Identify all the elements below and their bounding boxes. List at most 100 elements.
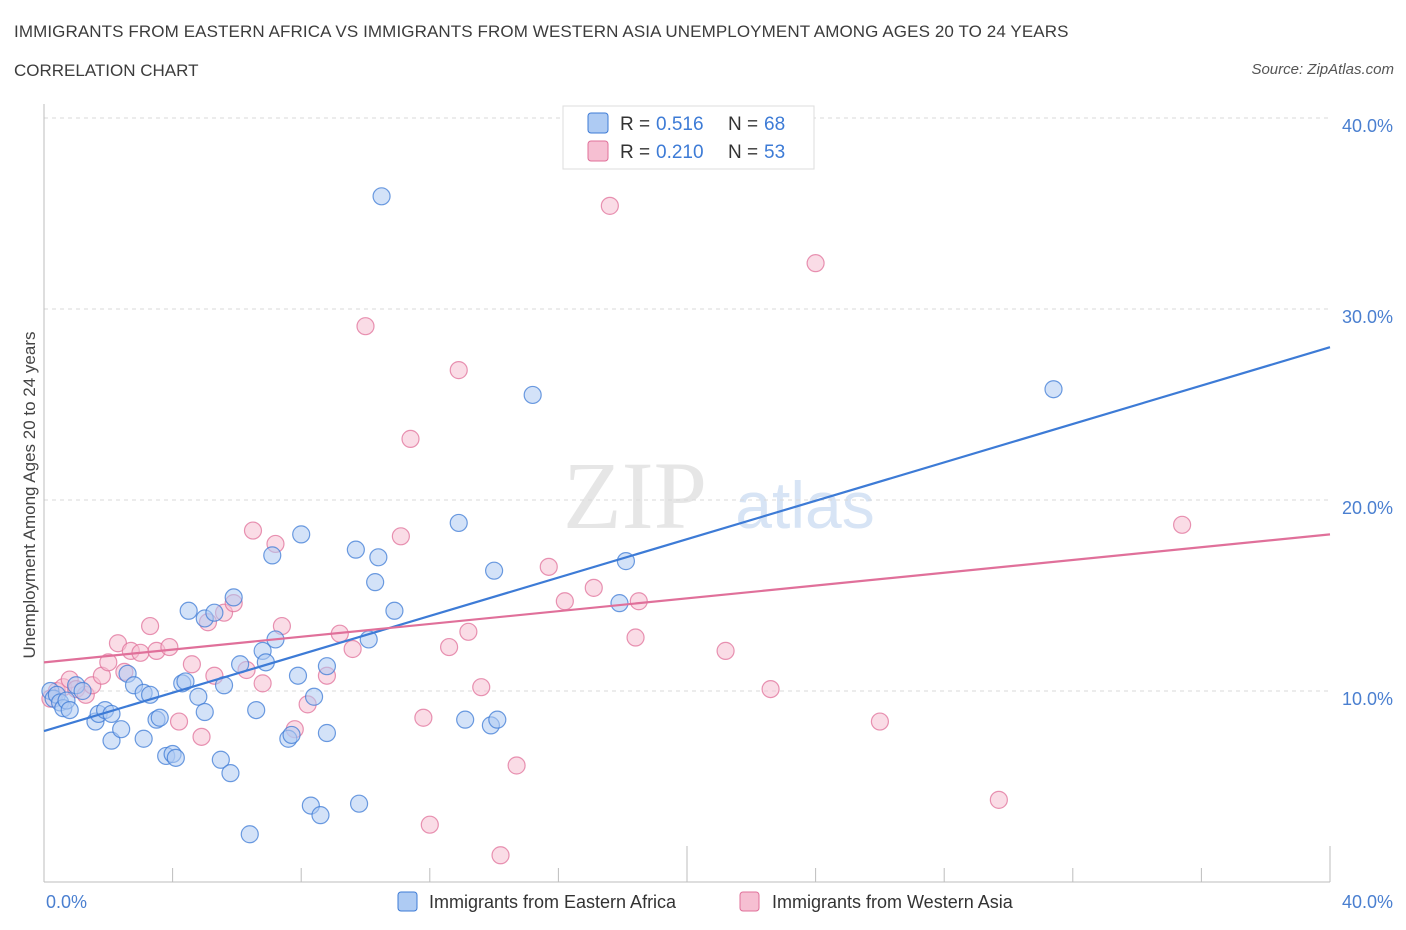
data-point-eastern-africa [288, 666, 308, 685]
data-point-eastern-africa [211, 750, 230, 769]
legend-r-label: R = [620, 142, 650, 163]
watermark-zip: ZIP [563, 442, 707, 549]
data-point-eastern-africa [292, 525, 311, 544]
legend-swatch-western-asia [739, 891, 760, 912]
trendline-western-asia [43, 533, 1331, 664]
data-point-western-asia [140, 616, 160, 636]
source-credit: Source: ZipAtlas.com [1251, 61, 1394, 78]
trendline-eastern-africa [43, 346, 1331, 733]
axes [43, 104, 1331, 883]
data-point-western-asia [1173, 515, 1192, 534]
data-point-eastern-africa [369, 548, 388, 567]
data-point-western-asia [716, 641, 735, 660]
data-point-eastern-africa [372, 187, 391, 206]
y-tick-label: 30.0% [1342, 307, 1393, 327]
data-point-western-asia [356, 317, 375, 336]
data-point-eastern-africa [349, 794, 369, 813]
data-point-western-asia [243, 521, 263, 540]
legend-swatch-eastern-africa [397, 891, 418, 912]
trendlines [43, 346, 1331, 733]
data-point-eastern-africa [485, 561, 504, 580]
data-point-western-asia [539, 557, 558, 576]
y-tick-label: 40.0% [1342, 116, 1393, 136]
data-point-eastern-africa [134, 729, 153, 748]
data-point-eastern-africa [60, 700, 79, 720]
data-point-eastern-africa [112, 720, 131, 739]
legend-n-value: 68 [764, 114, 785, 135]
data-point-western-asia [439, 637, 459, 657]
data-point-eastern-africa [304, 687, 324, 706]
data-point-eastern-africa [195, 702, 214, 722]
data-point-western-asia [169, 712, 189, 731]
data-point-western-asia [420, 815, 439, 834]
data-point-western-asia [761, 679, 780, 699]
data-point-eastern-africa [523, 385, 542, 405]
data-point-western-asia [600, 196, 619, 215]
legend-label-eastern-africa: Immigrants from Eastern Africa [429, 892, 677, 912]
data-point-western-asia [343, 639, 362, 659]
legend-r-value: 0.516 [656, 114, 704, 135]
legend-n-value: 53 [764, 142, 785, 163]
data-point-eastern-africa [221, 764, 240, 783]
data-point-eastern-africa [610, 594, 629, 613]
data-point-eastern-africa [449, 513, 468, 533]
data-point-eastern-africa [73, 681, 92, 701]
data-point-eastern-africa [247, 700, 266, 720]
chart-title: IMMIGRANTS FROM EASTERN AFRICA VS IMMIGR… [14, 22, 1069, 41]
legend-bottom: Immigrants from Eastern Africa Immigrant… [397, 891, 1014, 912]
legend-top: R = 0.516 N = 68 R = 0.210 N = 53 [562, 105, 815, 170]
data-point-eastern-africa [240, 825, 259, 844]
legend-n-label: N = [728, 142, 758, 163]
data-point-western-asia [870, 712, 890, 731]
data-point-eastern-africa [102, 704, 121, 724]
y-tick-labels: 10.0% 20.0% 30.0% 40.0% [1342, 116, 1393, 709]
data-point-eastern-africa [385, 601, 404, 620]
legend-label-western-asia: Immigrants from Western Asia [772, 892, 1014, 912]
data-point-eastern-africa [224, 588, 243, 607]
watermark: ZIP atlas [563, 442, 875, 549]
data-point-eastern-africa [263, 546, 282, 565]
data-point-eastern-africa [346, 540, 365, 559]
legend-swatch-eastern-africa [587, 112, 609, 134]
data-point-western-asia [182, 655, 201, 674]
data-point-western-asia [629, 592, 648, 611]
data-point-western-asia [491, 846, 510, 865]
data-point-western-asia [253, 674, 272, 693]
legend-r-label: R = [620, 114, 650, 135]
series-eastern-africa-points [41, 187, 1063, 844]
data-point-western-asia [449, 361, 468, 380]
legend-n-label: N = [728, 114, 758, 135]
data-point-western-asia [507, 756, 526, 775]
data-point-eastern-africa [317, 723, 337, 743]
data-point-western-asia [555, 592, 574, 611]
data-point-eastern-africa [1044, 380, 1063, 399]
y-tick-label: 20.0% [1342, 498, 1393, 518]
x-tick-label: 0.0% [46, 892, 87, 912]
chart-subtitle: CORRELATION CHART [14, 61, 199, 80]
data-point-eastern-africa [282, 725, 301, 745]
data-point-western-asia [806, 254, 825, 273]
data-point-western-asia [472, 678, 491, 697]
data-point-western-asia [459, 622, 478, 641]
data-point-eastern-africa [179, 601, 198, 620]
data-point-western-asia [584, 578, 603, 597]
x-tick-labels: 0.0% 40.0% [46, 892, 1393, 912]
data-point-western-asia [99, 653, 118, 672]
data-point-western-asia [626, 628, 645, 647]
data-point-eastern-africa [166, 748, 185, 767]
data-point-eastern-africa [150, 708, 169, 727]
data-point-eastern-africa [488, 710, 507, 729]
data-point-western-asia [391, 527, 410, 546]
data-point-western-asia [414, 708, 433, 727]
legend-swatch-western-asia [587, 140, 609, 162]
y-axis-label: Unemployment Among Ages 20 to 24 years [20, 332, 39, 659]
data-point-eastern-africa [456, 710, 475, 729]
data-point-eastern-africa [311, 806, 330, 825]
data-point-western-asia [160, 637, 179, 657]
legend-r-value: 0.210 [656, 142, 704, 163]
data-point-eastern-africa [205, 603, 224, 622]
data-point-eastern-africa [317, 657, 337, 676]
data-point-western-asia [192, 727, 211, 746]
data-point-eastern-africa [366, 573, 385, 592]
